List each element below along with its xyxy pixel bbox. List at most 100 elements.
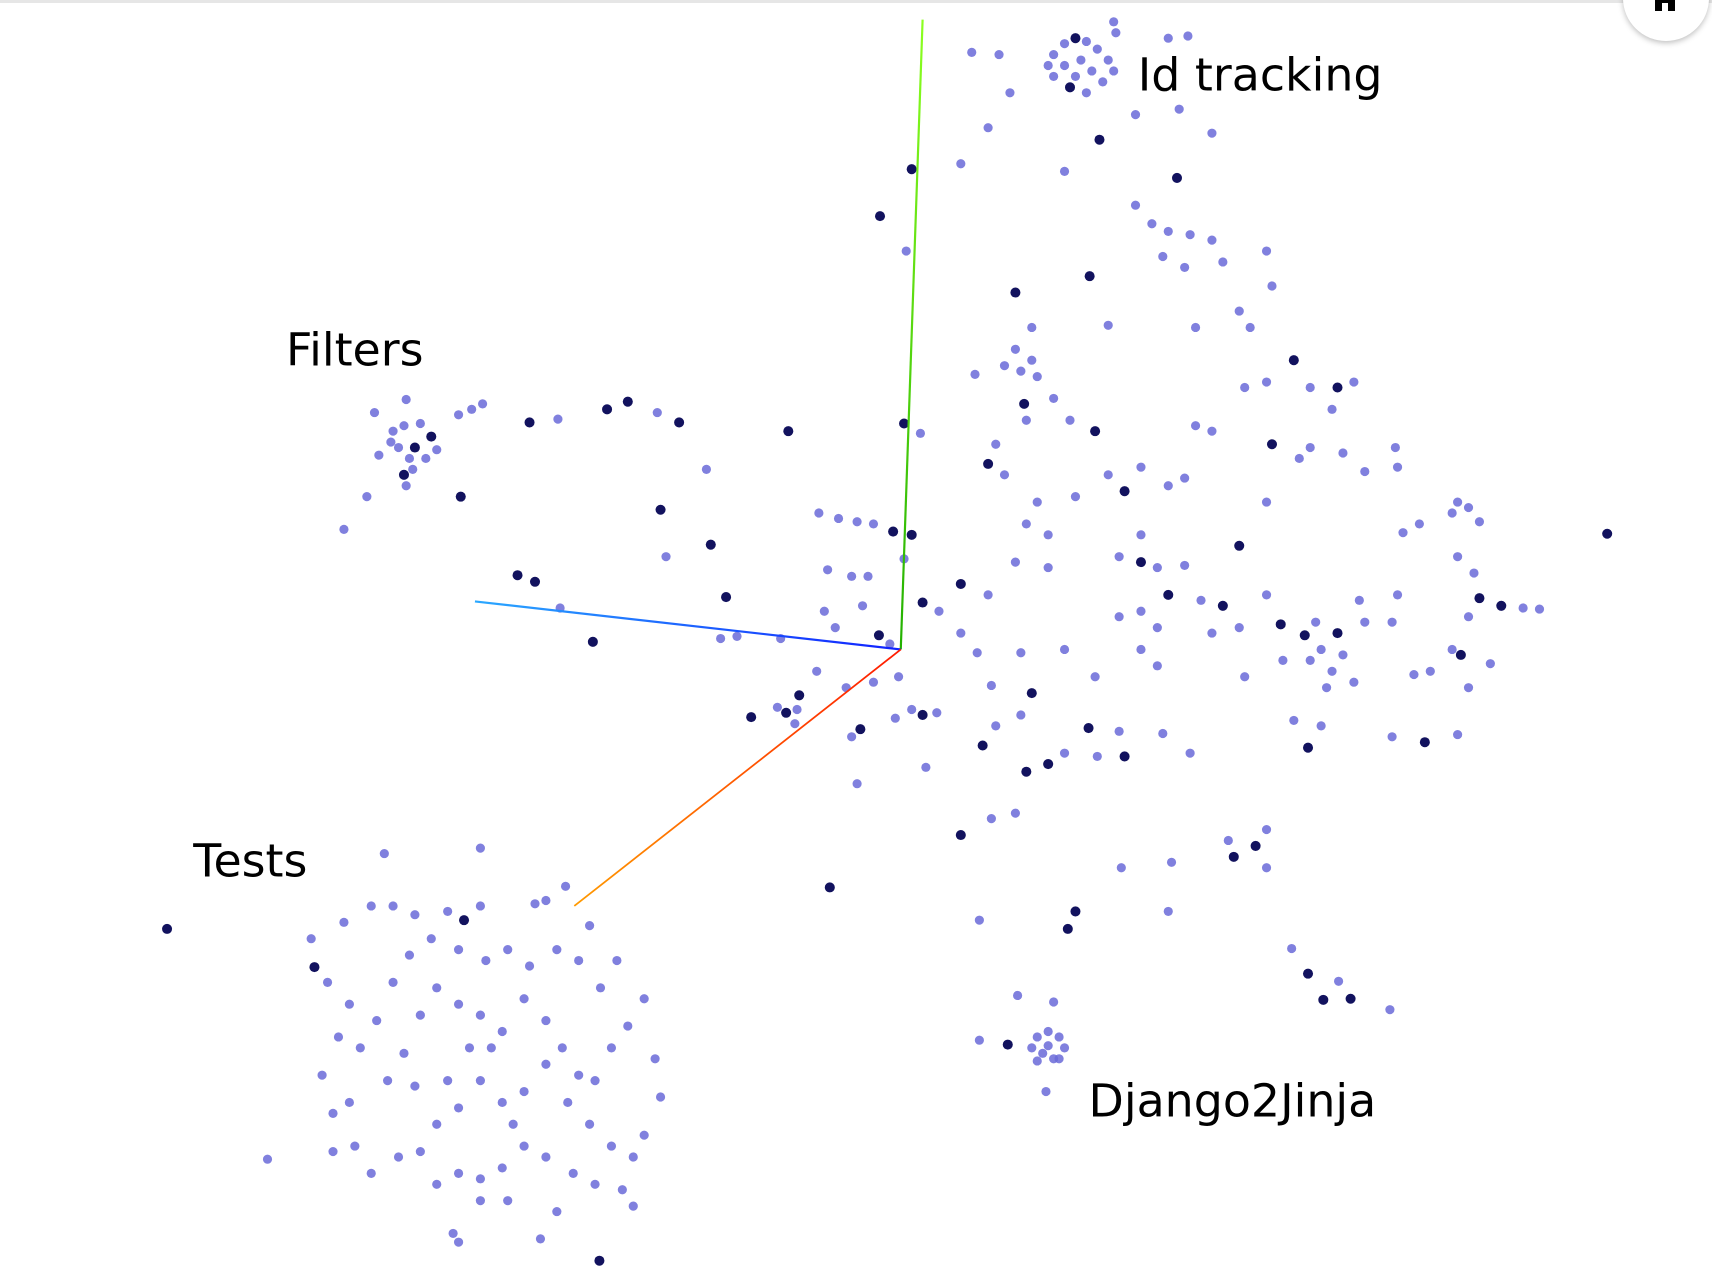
data-point[interactable] [1027, 1043, 1037, 1053]
data-point[interactable] [967, 47, 977, 57]
data-point[interactable] [955, 578, 966, 589]
data-point[interactable] [552, 945, 562, 955]
data-point[interactable] [524, 961, 535, 971]
data-point[interactable] [1130, 110, 1141, 120]
data-point[interactable] [1392, 462, 1403, 472]
data-point[interactable] [590, 1076, 600, 1086]
data-point[interactable] [1062, 923, 1073, 934]
data-point[interactable] [1059, 644, 1070, 655]
data-point[interactable] [857, 601, 868, 611]
data-point[interactable] [823, 565, 833, 575]
data-point[interactable] [541, 895, 551, 906]
data-point[interactable] [1180, 473, 1190, 483]
data-point[interactable] [1474, 593, 1485, 604]
data-point[interactable] [1002, 1039, 1013, 1050]
data-point[interactable] [852, 779, 862, 789]
data-point[interactable] [661, 552, 671, 562]
data-point[interactable] [705, 539, 716, 550]
data-point[interactable] [1032, 1056, 1042, 1066]
data-point[interactable] [355, 1043, 365, 1053]
data-point[interactable] [594, 1255, 605, 1266]
data-point[interactable] [1425, 666, 1435, 676]
data-point[interactable] [1275, 619, 1286, 630]
data-point[interactable] [1021, 766, 1032, 777]
data-point[interactable] [1183, 31, 1193, 41]
data-point[interactable] [366, 901, 376, 911]
data-point[interactable] [475, 1076, 485, 1086]
data-point[interactable] [1261, 824, 1272, 835]
data-point[interactable] [1054, 1054, 1064, 1064]
data-point[interactable] [1163, 226, 1173, 236]
data-point[interactable] [1311, 617, 1321, 627]
data-point[interactable] [1261, 497, 1272, 507]
data-point[interactable] [1185, 230, 1195, 240]
data-point[interactable] [535, 1234, 546, 1244]
data-point[interactable] [974, 1035, 984, 1045]
data-point[interactable] [453, 999, 464, 1009]
data-point[interactable] [1041, 1086, 1051, 1097]
data-point[interactable] [602, 404, 613, 415]
data-point[interactable] [1092, 751, 1102, 762]
data-point[interactable] [1059, 60, 1070, 71]
data-point[interactable] [983, 590, 993, 600]
data-point[interactable] [262, 1154, 273, 1164]
data-point[interactable] [956, 159, 966, 169]
data-point[interactable] [906, 529, 917, 540]
data-point[interactable] [606, 1043, 617, 1053]
data-point[interactable] [1447, 644, 1457, 655]
data-point[interactable] [448, 1228, 458, 1239]
data-point[interactable] [369, 408, 380, 418]
data-point[interactable] [1059, 39, 1070, 49]
data-point[interactable] [426, 431, 437, 442]
data-point[interactable] [674, 417, 685, 428]
data-point[interactable] [399, 421, 409, 431]
data-point[interactable] [956, 628, 966, 638]
data-point[interactable] [790, 719, 800, 729]
data-point[interactable] [890, 713, 900, 723]
data-point[interactable] [1013, 990, 1023, 1001]
data-point[interactable] [1354, 595, 1364, 605]
data-point[interactable] [1158, 728, 1168, 739]
data-point[interactable] [1228, 851, 1239, 862]
data-point[interactable] [824, 882, 835, 893]
data-point[interactable] [399, 1048, 409, 1058]
data-point[interactable] [1332, 628, 1343, 639]
data-point[interactable] [1010, 808, 1020, 818]
data-point[interactable] [1217, 600, 1228, 611]
data-point[interactable] [1240, 672, 1250, 682]
data-point[interactable] [1043, 530, 1053, 540]
data-point[interactable] [932, 708, 942, 718]
data-point[interactable] [612, 955, 622, 966]
data-point[interactable] [1455, 649, 1466, 660]
data-point[interactable] [617, 1185, 627, 1195]
data-point[interactable] [917, 709, 928, 720]
data-point[interactable] [1114, 612, 1124, 622]
data-point[interactable] [1054, 1032, 1064, 1042]
data-point[interactable] [1234, 623, 1244, 633]
data-point[interactable] [1278, 655, 1288, 665]
data-point[interactable] [1043, 759, 1054, 770]
data-point[interactable] [819, 606, 829, 616]
data-point[interactable] [972, 648, 982, 658]
data-point[interactable] [655, 1092, 666, 1102]
data-point[interactable] [746, 712, 757, 723]
data-point[interactable] [1109, 17, 1119, 27]
data-point[interactable] [1109, 66, 1119, 76]
data-point[interactable] [432, 1179, 442, 1189]
data-point[interactable] [1163, 589, 1174, 600]
data-point[interactable] [1409, 669, 1419, 680]
data-point[interactable] [560, 881, 571, 891]
data-point[interactable] [453, 410, 464, 420]
data-point[interactable] [921, 762, 931, 772]
data-point[interactable] [1019, 398, 1030, 409]
data-point[interactable] [1049, 997, 1059, 1007]
data-point[interactable] [1059, 748, 1070, 758]
data-point[interactable] [1398, 528, 1408, 538]
data-point[interactable] [464, 1043, 475, 1053]
data-point[interactable] [393, 442, 404, 453]
data-point[interactable] [585, 921, 595, 931]
data-point[interactable] [855, 724, 866, 735]
data-point[interactable] [415, 1010, 425, 1020]
data-point[interactable] [1119, 486, 1130, 497]
data-point[interactable] [339, 917, 349, 927]
